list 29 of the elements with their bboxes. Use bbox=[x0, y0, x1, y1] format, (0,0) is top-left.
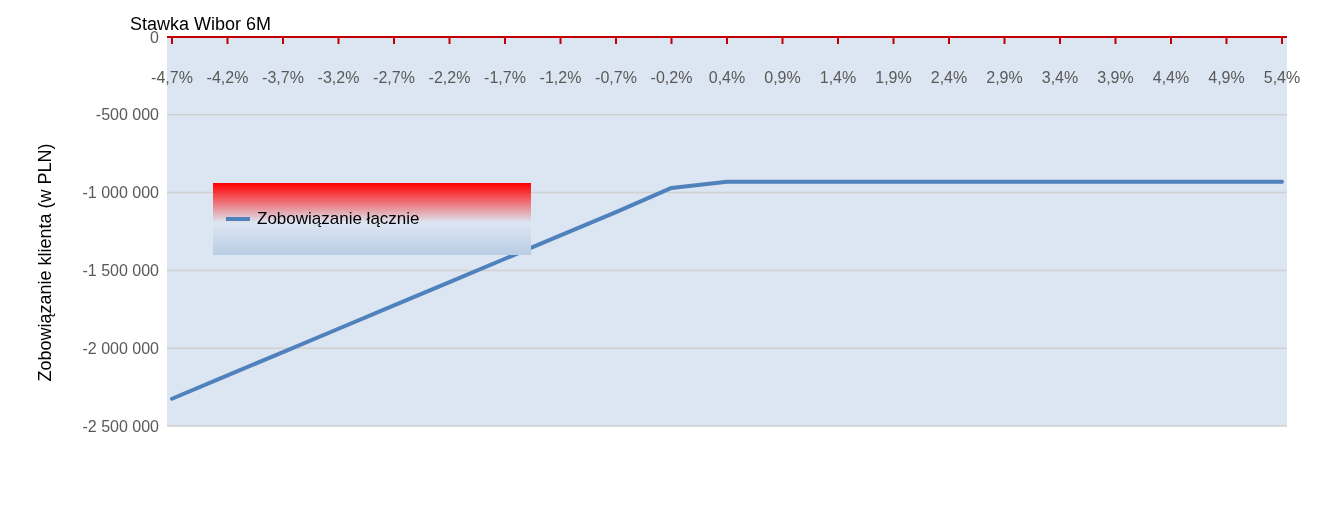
y-tick-label: -2 000 000 bbox=[82, 339, 160, 357]
x-tick-label: -3,2% bbox=[317, 69, 360, 87]
x-tick-label: 3,9% bbox=[1097, 69, 1134, 87]
x-tick-label: 2,4% bbox=[930, 69, 968, 87]
x-tick-label: 5,4% bbox=[1263, 69, 1301, 87]
x-tick-label: -3,7% bbox=[262, 69, 304, 87]
y-tick-label: -500 000 bbox=[95, 106, 160, 124]
x-tick-label: 0,9% bbox=[764, 69, 801, 87]
x-tick-label: -0,2% bbox=[650, 69, 693, 87]
x-tick-label: -0,7% bbox=[595, 69, 637, 87]
y-tick-label: -1 000 000 bbox=[82, 184, 160, 202]
x-tick-label: 4,9% bbox=[1208, 69, 1245, 87]
x-tick-label: -1,7% bbox=[484, 69, 526, 87]
y-tick-label: -2 500 000 bbox=[82, 417, 160, 435]
x-tick-label: 3,4% bbox=[1041, 69, 1079, 87]
x-tick-label: -1,2% bbox=[539, 69, 582, 87]
line-series bbox=[170, 179, 1284, 401]
x-tick-label: 1,4% bbox=[819, 69, 857, 87]
x-tick-label: 0,4% bbox=[708, 69, 746, 87]
x-tick-label: 4,4% bbox=[1152, 69, 1190, 87]
y-tick-label: -1 500 000 bbox=[82, 262, 160, 280]
x-tick-label: -2,2% bbox=[428, 69, 471, 87]
x-tick-label: -4,7% bbox=[151, 69, 193, 87]
x-tick-label: 2,9% bbox=[986, 69, 1023, 87]
x-tick-label: 1,9% bbox=[875, 69, 912, 87]
x-tick-label: -4,2% bbox=[206, 69, 249, 87]
y-axis-title: Zobowiązanie klienta (w PLN) bbox=[35, 143, 56, 382]
legend-label: Zobowiązanie łącznie bbox=[256, 209, 420, 229]
x-tick-label: -2,7% bbox=[373, 69, 415, 87]
